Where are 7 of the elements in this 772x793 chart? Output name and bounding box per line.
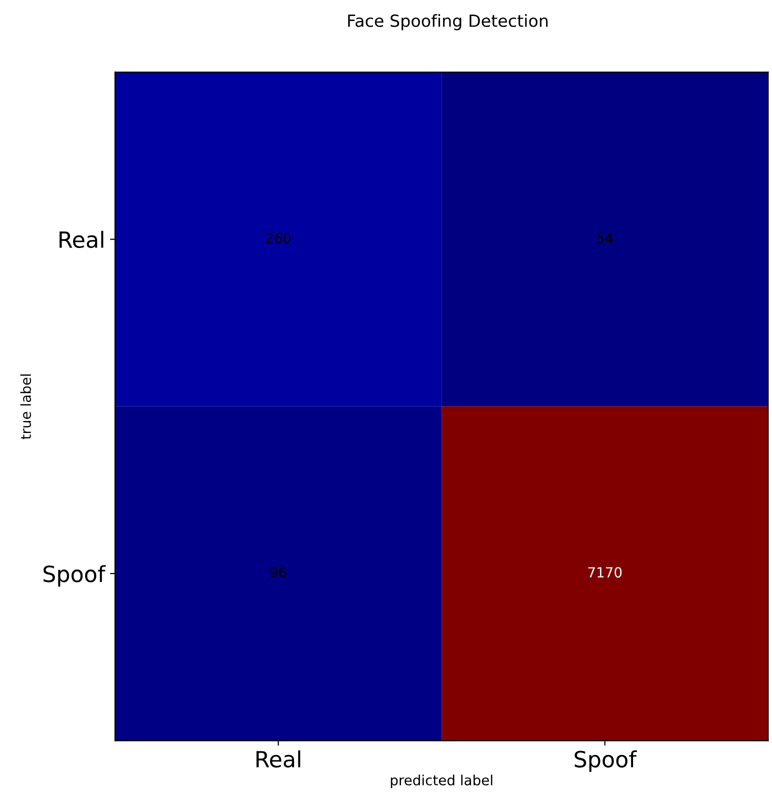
data-label: 96 [270,567,286,578]
data-label: 7170 [588,567,622,578]
x-axis-title: predicted label [390,774,492,788]
data-label: 260 [266,232,291,244]
y-axis-title: true label [20,374,32,440]
data-label: 54 [597,232,613,244]
chart-title: Face Spoofing Detection [348,14,548,30]
